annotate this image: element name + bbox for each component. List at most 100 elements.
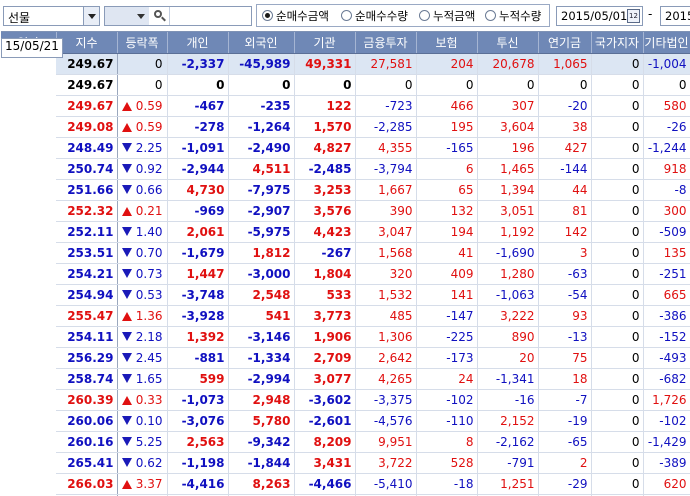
table-row[interactable]: 15/06/01258.741.65599-2,9943,0774,26524-… [1,38,690,390]
table-row[interactable]: 15/06/05254.940.53-3,7482,5485331,532141… [1,38,690,306]
other-corp-cell: 135 [643,242,690,264]
code-select[interactable] [105,7,149,25]
change-value: 0.66 [135,182,163,197]
radio-cumulative-quantity[interactable]: 누적수량 [485,8,549,24]
total-row[interactable]: 기간합계249.670-2,337-45,98949,33127,5812042… [1,38,690,75]
chevron-down-icon[interactable] [83,7,99,25]
institution-cell: -2,485 [294,158,356,180]
radio-net-buy-amount[interactable]: 순매수금액 [262,8,342,24]
radio-dot[interactable] [341,10,352,21]
market-select[interactable]: 선물 [3,6,100,26]
insurance-cell: 528 [416,452,478,474]
date-to-field[interactable]: 2015 [660,6,690,26]
government-cell: 0 [591,53,644,75]
radio-dot[interactable] [419,10,430,21]
radio-dot[interactable] [485,10,496,21]
individual-cell: -1,198 [167,452,229,474]
table-row[interactable]: 15/05/28260.060.10-3,0765,780-2,601-4,57… [1,38,690,432]
radio-dot[interactable] [262,10,273,21]
table-row[interactable]: 15/05/29260.390.33-1,0732,948-3,602-3,37… [1,38,690,411]
other-corp-cell: 665 [643,284,690,306]
search-icon[interactable] [154,10,166,22]
table-row[interactable]: 15/06/17249.080.59-278-1,2641,570-2,2851… [1,38,690,138]
change-value: 2.45 [135,350,163,365]
index-cell: 252.11 [56,221,118,243]
table-row[interactable]: 15/05/21 262.662.706,284-11,4565,7935,256… [1,38,690,496]
arrow-up-icon [121,395,132,405]
financial-investment-cell: 2,642 [355,347,417,369]
change-cell: 0.53 [117,284,168,306]
table-row[interactable]: 15/06/10252.111.402,061-5,9754,4233,0471… [1,38,690,243]
government-cell: 0 [591,116,644,138]
radio-net-buy-quantity[interactable]: 순매수수량 [341,8,421,24]
institution-cell: 3,077 [294,368,356,390]
insurance-cell: 24 [416,368,478,390]
column-header[interactable]: 투신 [477,32,539,54]
index-cell: 260.16 [56,431,118,453]
table-row[interactable]: 15/05/26265.410.62-1,198-1,8443,4313,722… [1,38,690,474]
table-row[interactable]: 15/05/22266.033.37-4,4168,263-4,466-5,41… [1,38,690,495]
institution-cell: 0 [294,74,356,96]
table-row[interactable]: 15/06/15250.740.92-2,9444,511-2,485-3,79… [1,38,690,180]
pension-cell: 18 [538,368,592,390]
table-row[interactable]: 15/06/02256.292.45-881-1,3342,7092,642-1… [1,38,690,369]
table-row[interactable]: 15/06/03254.112.181,392-3,1461,9061,306-… [1,38,690,348]
column-header[interactable]: 개인 [167,32,229,54]
column-header[interactable]: 등락폭 [117,32,168,54]
column-header[interactable]: 금융투자 [355,32,417,54]
financial-investment-cell: -2,285 [355,116,417,138]
arrow-down-icon [121,268,132,278]
other-corp-cell: -1,004 [643,53,690,75]
index-cell: 249.67 [56,53,118,75]
index-cell: 249.67 [56,95,118,117]
date-from-field[interactable]: 2015/05/01 12 [556,6,643,26]
individual-cell: -2,944 [167,158,229,180]
financial-investment-cell: 485 [355,305,417,327]
table-row[interactable]: 15/06/09253.510.70-1,6791,812-2671,56841… [1,38,690,264]
foreign-cell: -45,989 [228,53,295,75]
column-header[interactable]: 기관 [294,32,356,54]
radio-label: 누적금액 [433,9,476,23]
code-input[interactable] [169,7,251,25]
index-cell: 252.32 [56,200,118,222]
other-corp-cell: -1,429 [643,431,690,453]
column-header[interactable]: 연기금 [538,32,592,54]
table-row[interactable]: 15/05/27260.165.252,563-9,3428,2099,9518… [1,38,690,453]
column-header[interactable]: 기타법인 [643,32,690,54]
other-corp-cell: 0 [643,74,690,96]
insurance-cell: 195 [416,116,478,138]
individual-cell: -3,928 [167,305,229,327]
code-combo[interactable] [104,6,252,26]
insurance-cell: -110 [416,410,478,432]
individual-cell: 1,392 [167,326,229,348]
individual-cell: -1,073 [167,389,229,411]
government-cell: 0 [591,389,644,411]
financial-investment-cell: 0 [355,74,417,96]
table-row[interactable]: 15/06/11252.320.21-969-2,9073,5763901323… [1,38,690,222]
chevron-down-icon[interactable] [137,14,145,19]
change-cell: 0.66 [117,179,168,201]
calendar-icon[interactable]: 12 [627,9,640,23]
column-header[interactable]: 외국인 [228,32,295,54]
change-value: 2.18 [135,329,163,344]
pension-cell: -65 [538,431,592,453]
financial-investment-cell: 3,047 [355,221,417,243]
column-header[interactable]: 지수 [56,32,118,54]
investor-trading-grid[interactable]: 일자지수등락폭개인외국인기관금융투자보험투신연기금국가지자기타법인 기간합계24… [1,31,690,496]
government-cell: 0 [591,431,644,453]
table-row[interactable]: 15/06/12251.660.664,730-7,9753,2531,6676… [1,38,690,201]
pension-cell: 81 [538,200,592,222]
change-cell: 2.70 [117,494,168,496]
column-header[interactable]: 국가지자 [591,32,644,54]
table-row[interactable]: 15/06/16248.492.25-1,091-2,4904,8274,355… [1,38,690,159]
arrow-down-icon [121,352,132,362]
radio-cumulative-amount[interactable]: 누적금액 [419,8,485,24]
table-row[interactable]: 15/06/04255.471.36-3,9285413,773485-1473… [1,38,690,327]
column-header[interactable]: 보험 [416,32,478,54]
table-row[interactable]: 15/06/18249.670.59-467-235122-723466307-… [1,38,690,117]
table-row[interactable]: 15/06/08254.210.731,447-3,0001,804320409… [1,38,690,285]
individual-cell: 2,061 [167,221,229,243]
foreign-cell: -7,975 [228,179,295,201]
financial-investment-cell: 5,256 [355,494,417,496]
